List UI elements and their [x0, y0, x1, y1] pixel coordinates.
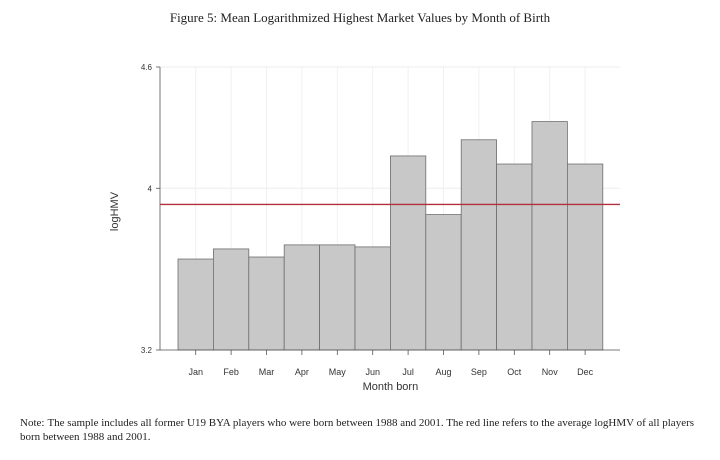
bar-may — [319, 244, 356, 351]
x-tick-label-feb: Feb — [223, 367, 239, 377]
x-tick-label-oct: Oct — [507, 367, 522, 377]
axes: 3.2 4 4.6 Jan Feb Mar Apr May Jun Jul Aug Sep Oct Nov… — [141, 63, 620, 377]
x-tick-label-jun: Jun — [365, 367, 380, 377]
bar-jan — [177, 258, 214, 351]
bar-nov — [531, 121, 568, 351]
bar-oct — [496, 163, 533, 351]
x-tick-label-jul: Jul — [402, 367, 414, 377]
bar-mar — [248, 256, 285, 351]
x-tick-label-aug: Aug — [435, 367, 451, 377]
axis-labels: Month born logHMV — [109, 191, 418, 393]
y-tick-label: 4 — [148, 184, 153, 193]
bar-jul — [389, 155, 427, 351]
bar-aug — [425, 214, 462, 351]
y-tick-label: 4.6 — [141, 63, 153, 72]
bar-chart: 3.2 4 4.6 Jan Feb Mar Apr May Jun Jul Aug Sep Oct Nov… — [109, 63, 620, 393]
bars — [177, 121, 604, 351]
x-axis-label: Month born — [363, 381, 419, 393]
bar-sep — [460, 139, 498, 351]
figure-title: Figure 5: Mean Logarithmized Highest Mar… — [169, 10, 551, 25]
x-tick-label-apr: Apr — [295, 367, 309, 377]
note-text: The sample includes all former U19 BYA p… — [20, 417, 695, 443]
x-tick-label-mar: Mar — [259, 367, 275, 377]
bar-feb — [212, 248, 250, 351]
x-tick-label-nov: Nov — [542, 367, 559, 377]
bar-jun — [354, 246, 391, 351]
y-axis-label: logHMV — [109, 191, 121, 231]
x-tick-label-may: May — [329, 367, 347, 377]
note-label: Note: — [20, 417, 45, 429]
bar-dec — [567, 163, 604, 351]
figure-note: Note: The sample includes all former U19 … — [20, 416, 710, 444]
x-tick-label-jan: Jan — [188, 367, 203, 377]
y-tick-label: 3.2 — [141, 346, 153, 355]
bar-apr — [283, 244, 321, 351]
x-tick-label-dec: Dec — [577, 367, 594, 377]
x-tick-label-sep: Sep — [471, 367, 487, 377]
